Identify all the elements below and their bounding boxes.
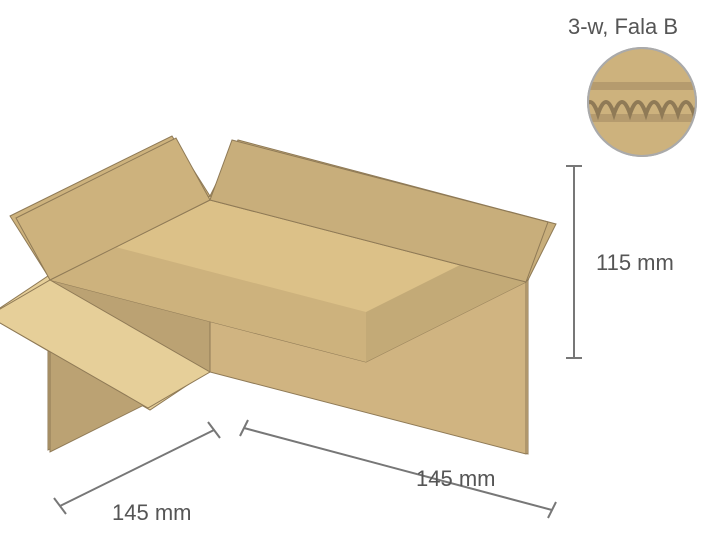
diagram-container: 3-w, Fala B 115 mm 145 mm 145 mm: [0, 0, 720, 546]
depth-label: 145 mm: [416, 466, 495, 492]
box-main: [0, 120, 548, 454]
width-label: 145 mm: [112, 500, 191, 526]
height-label: 115 mm: [596, 250, 674, 276]
cardboard-detail: [582, 42, 702, 162]
title-label: 3-w, Fala B: [568, 14, 678, 40]
